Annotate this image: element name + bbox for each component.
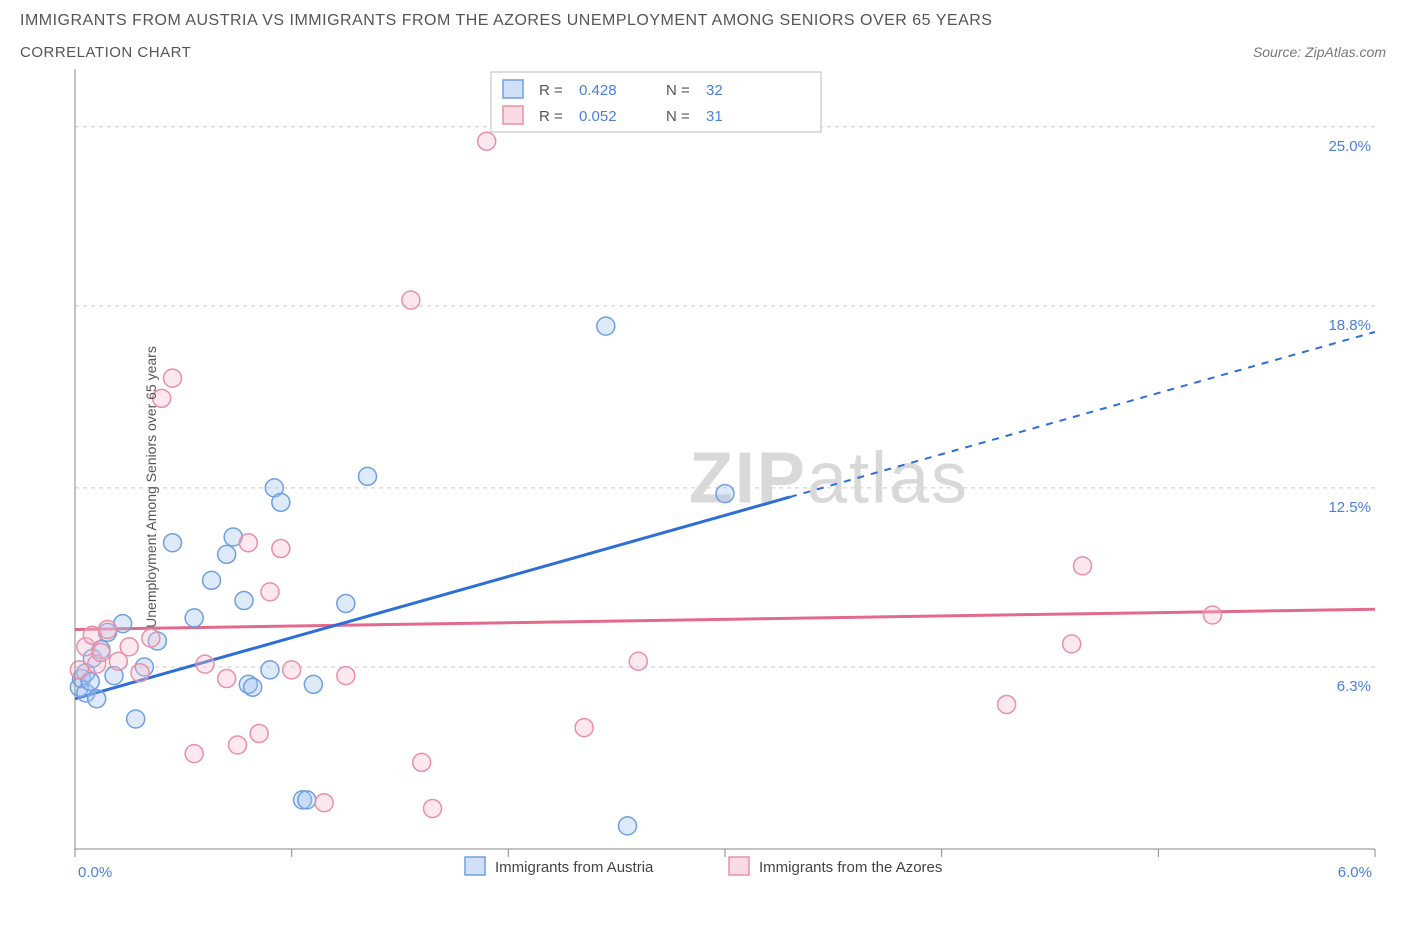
data-point <box>229 736 247 754</box>
data-point <box>92 644 110 662</box>
data-point <box>127 710 145 728</box>
legend-r-label: R = <box>539 108 563 125</box>
data-point <box>185 609 203 627</box>
data-point <box>244 678 262 696</box>
x-tick-label: 0.0% <box>78 864 112 881</box>
data-point <box>203 571 221 589</box>
data-point <box>337 667 355 685</box>
watermark: ZIPatlas <box>689 438 969 518</box>
data-point <box>142 629 160 647</box>
chart-title-line2: CORRELATION CHART <box>20 44 191 61</box>
data-point <box>196 655 214 673</box>
legend-swatch <box>503 80 523 98</box>
data-point <box>478 132 496 150</box>
legend-n-label: N = <box>666 82 690 99</box>
data-point <box>272 493 290 511</box>
trend-line-austria <box>75 497 790 699</box>
data-point <box>298 791 316 809</box>
data-point <box>1204 606 1222 624</box>
scatter-chart: ZIPatlas 0.0% 6.0% 6.3% 12.5% 18.8% 25.0% R = 0.… <box>20 69 1386 904</box>
data-point <box>218 670 236 688</box>
data-point <box>250 724 268 742</box>
data-point <box>716 485 734 503</box>
data-point <box>261 583 279 601</box>
data-point <box>402 291 420 309</box>
data-point <box>575 719 593 737</box>
data-point <box>261 661 279 679</box>
data-point <box>272 540 290 558</box>
data-point <box>99 620 117 638</box>
data-point <box>619 817 637 835</box>
x-tick-label: 6.0% <box>1338 864 1372 881</box>
data-point <box>239 534 257 552</box>
data-point <box>424 800 442 818</box>
data-point <box>304 675 322 693</box>
data-point <box>235 592 253 610</box>
data-point <box>315 794 333 812</box>
source-label: Source: ZipAtlas.com <box>1253 44 1386 60</box>
chart-container: Unemployment Among Seniors over 65 years… <box>20 69 1386 904</box>
data-point <box>283 661 301 679</box>
data-point <box>597 317 615 335</box>
legend-swatch <box>503 106 523 124</box>
trend-line-azores <box>75 609 1375 629</box>
legend-n-value: 31 <box>706 108 723 125</box>
legend-swatch <box>729 857 749 875</box>
legend-r-value: 0.428 <box>579 82 617 99</box>
data-point <box>131 664 149 682</box>
data-point <box>1063 635 1081 653</box>
data-point <box>164 534 182 552</box>
y-tick-label: 25.0% <box>1328 138 1371 155</box>
data-point <box>337 594 355 612</box>
data-point <box>218 545 236 563</box>
y-tick-label: 12.5% <box>1328 499 1371 516</box>
data-point <box>70 661 88 679</box>
legend-r-value: 0.052 <box>579 108 617 125</box>
data-point <box>185 745 203 763</box>
legend-n-value: 32 <box>706 82 723 99</box>
data-point <box>413 753 431 771</box>
data-point <box>998 696 1016 714</box>
legend-swatch <box>465 857 485 875</box>
legend-series-label: Immigrants from the Azores <box>759 859 942 876</box>
legend-series-label: Immigrants from Austria <box>495 859 654 876</box>
y-tick-label: 18.8% <box>1328 317 1371 334</box>
data-point <box>164 369 182 387</box>
data-point <box>120 638 138 656</box>
data-point <box>88 690 106 708</box>
y-tick-label: 6.3% <box>1337 678 1371 695</box>
data-point <box>359 467 377 485</box>
legend-n-label: N = <box>666 108 690 125</box>
y-axis-label: Unemployment Among Seniors over 65 years <box>143 346 159 628</box>
chart-title-line1: IMMIGRANTS FROM AUSTRIA VS IMMIGRANTS FR… <box>20 12 1386 30</box>
data-point <box>629 652 647 670</box>
data-point <box>1074 557 1092 575</box>
legend-r-label: R = <box>539 82 563 99</box>
